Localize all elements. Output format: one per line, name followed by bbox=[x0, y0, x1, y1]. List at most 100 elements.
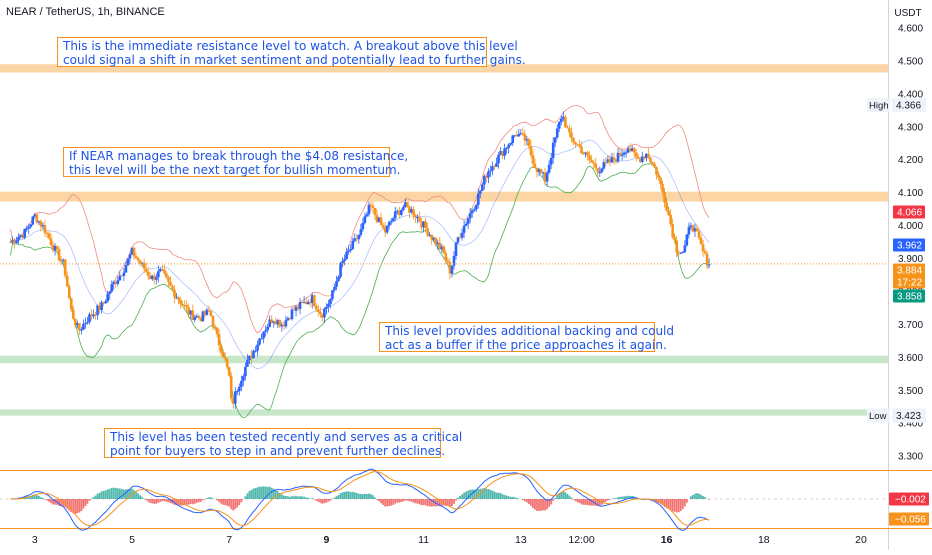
candle-body bbox=[463, 226, 466, 233]
osc-histogram-bar bbox=[451, 499, 453, 506]
osc-histogram-bar bbox=[500, 493, 502, 499]
osc-histogram-bar bbox=[617, 497, 619, 499]
candle-body bbox=[372, 206, 375, 208]
osc-histogram-bar bbox=[524, 499, 526, 501]
candle-body bbox=[637, 157, 640, 159]
candle-body bbox=[530, 146, 533, 155]
osc-histogram-bar bbox=[283, 496, 285, 499]
candle-body bbox=[123, 273, 126, 276]
osc-histogram-bar bbox=[139, 495, 141, 499]
osc-histogram-bar bbox=[307, 498, 309, 499]
osc-histogram-bar bbox=[323, 499, 325, 503]
candle-body bbox=[445, 253, 448, 260]
candle-body bbox=[135, 256, 138, 258]
candle-body bbox=[550, 158, 553, 165]
annotation-critical-support[interactable]: This level has been tested recently and … bbox=[104, 428, 441, 458]
candle-body bbox=[179, 300, 182, 304]
candle-body bbox=[647, 154, 650, 158]
candle-body bbox=[222, 353, 225, 357]
osc-histogram-bar bbox=[103, 491, 105, 499]
osc-histogram-bar bbox=[350, 492, 352, 499]
osc-histogram-bar bbox=[621, 497, 623, 499]
osc-histogram-bar bbox=[352, 492, 354, 499]
candle-body bbox=[218, 334, 221, 345]
symbol-title[interactable]: NEAR / TetherUS, 1h, BINANCE bbox=[6, 6, 165, 18]
candle-body bbox=[497, 155, 500, 163]
osc-histogram-bar bbox=[342, 492, 344, 499]
candle-body bbox=[110, 284, 113, 291]
candle-body bbox=[27, 227, 30, 229]
osc-histogram-bar bbox=[421, 499, 423, 505]
osc-histogram-bar bbox=[76, 499, 78, 513]
candle-body bbox=[574, 142, 577, 144]
osc-histogram-bar bbox=[599, 499, 601, 506]
price-zone-3 bbox=[0, 409, 888, 415]
x-tick-label: 3 bbox=[32, 534, 38, 546]
candle-body bbox=[392, 218, 395, 221]
candle-body bbox=[418, 217, 421, 222]
candle-body bbox=[400, 210, 403, 215]
candle-body bbox=[594, 164, 597, 168]
candle-body bbox=[481, 184, 484, 190]
osc-histogram-bar bbox=[196, 499, 198, 503]
osc-histogram-bar bbox=[577, 499, 579, 502]
candle-body bbox=[80, 330, 83, 331]
candle-body bbox=[473, 209, 476, 210]
osc-histogram-bar bbox=[554, 498, 556, 499]
candle-body bbox=[590, 160, 593, 162]
candle-body bbox=[684, 245, 687, 252]
candle-body bbox=[86, 322, 89, 323]
candle-body bbox=[317, 310, 320, 312]
annotation-resistance-watch[interactable]: This is the immediate resistance level t… bbox=[57, 37, 487, 67]
osc-histogram-bar bbox=[129, 489, 131, 499]
osc-histogram-bar bbox=[670, 499, 672, 510]
osc-histogram-bar bbox=[344, 492, 346, 499]
osc-histogram-bar bbox=[281, 494, 283, 499]
osc-histogram-bar bbox=[295, 496, 297, 499]
y-tick-label: 3.900 bbox=[898, 254, 923, 265]
candle-body bbox=[598, 172, 601, 173]
candle-body bbox=[592, 162, 595, 163]
candle-body bbox=[414, 215, 417, 217]
high-value: 4.366 bbox=[896, 101, 921, 112]
osc-histogram-bar bbox=[686, 499, 688, 503]
osc-histogram-bar bbox=[538, 499, 540, 511]
osc-histogram-bar bbox=[694, 494, 696, 499]
x-tick-label: 12:00 bbox=[568, 534, 594, 546]
candle-body bbox=[327, 304, 330, 307]
candle-body bbox=[127, 259, 130, 266]
candle-body bbox=[64, 260, 67, 276]
osc-histogram-bar bbox=[512, 497, 514, 499]
candle-body bbox=[9, 242, 12, 243]
osc-histogram-bar bbox=[311, 498, 313, 499]
candle-body bbox=[23, 229, 26, 238]
osc-histogram-bar bbox=[346, 491, 348, 499]
candle-body bbox=[702, 244, 705, 251]
annotation-support-buffer[interactable]: This level provides additional backing a… bbox=[379, 322, 655, 352]
annotation-line: If NEAR manages to break through the $4.… bbox=[69, 149, 384, 163]
osc-histogram-bar bbox=[340, 493, 342, 499]
candle-body bbox=[315, 306, 318, 310]
osc-histogram-bar bbox=[502, 494, 504, 499]
osc-histogram-bar bbox=[293, 496, 295, 499]
price-axis: USDT4.6004.5004.4004.3004.2004.1004.0003… bbox=[867, 8, 929, 526]
osc-histogram-bar bbox=[360, 494, 362, 499]
candle-body bbox=[461, 233, 464, 238]
osc-histogram-bar bbox=[99, 493, 101, 499]
candle-body bbox=[475, 205, 478, 209]
annotation-next-target[interactable]: If NEAR manages to break through the $4.… bbox=[63, 147, 390, 177]
candle-body bbox=[185, 305, 188, 307]
candle-body bbox=[487, 172, 490, 178]
candle-body bbox=[558, 122, 561, 129]
candle-body bbox=[323, 309, 326, 318]
osc-histogram-bar bbox=[623, 496, 625, 499]
osc-histogram-bar bbox=[427, 499, 429, 506]
osc-histogram-bar bbox=[89, 499, 91, 501]
osc-histogram-bar bbox=[267, 487, 269, 499]
osc-histogram-bar bbox=[147, 499, 149, 502]
candle-body bbox=[351, 241, 354, 249]
candle-body bbox=[406, 202, 409, 206]
